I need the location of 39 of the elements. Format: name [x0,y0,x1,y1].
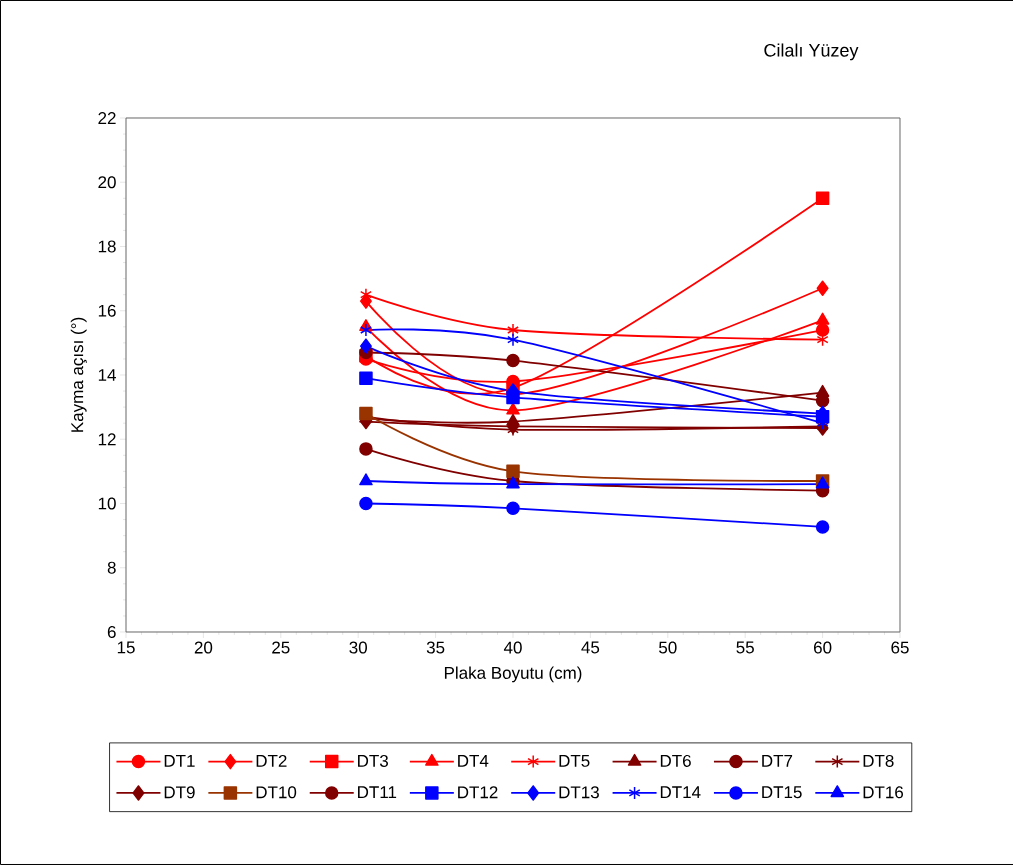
legend-label: DT13 [559,786,599,799]
legend-label: DT9 [164,786,195,799]
legend-label: DT15 [762,786,802,799]
legend-label: DT7 [762,754,793,767]
x-axis-title: Plaka Boyutu (cm) [444,666,582,683]
y-tick-label: 22 [98,112,116,124]
legend-label: DT1 [164,754,195,767]
x-tick-label: 50 [659,641,677,654]
y-tick-label: 14 [98,369,116,381]
x-tick-label: 30 [349,641,367,654]
x-tick-label: 15 [117,641,135,654]
x-tick-label: 40 [503,641,522,654]
legend-label: DT6 [660,754,691,767]
x-tick-label: 45 [581,641,600,654]
y-tick-label: 12 [98,433,116,446]
legend-label: DT10 [256,786,297,799]
y-tick-label: 10 [98,497,116,510]
legend-label: DT12 [458,786,498,799]
y-tick-label: 20 [98,176,116,189]
legend-label: DT3 [358,754,388,767]
y-tick-label: 8 [107,561,116,574]
legend-label: DT5 [559,754,590,767]
legend-label: DT14 [660,786,701,799]
legend-label: DT11 [358,786,397,799]
x-tick-label: 60 [814,641,832,654]
legend-label: DT4 [458,754,489,767]
x-tick-label: 25 [272,641,290,654]
chart-title: Cilalı Yüzey [764,43,859,61]
y-tick-label: 18 [98,240,116,253]
x-tick-label: 35 [426,641,445,654]
y-axis-title: Kayma açısı (°) [70,317,87,432]
y-tick-label: 16 [98,304,116,317]
x-tick-label: 55 [736,641,754,654]
x-tick-label: 65 [891,641,909,654]
legend-label: DT2 [256,754,287,767]
x-tick-label: 20 [194,641,213,654]
legend-label: DT16 [863,786,904,799]
legend-label: DT8 [863,754,894,767]
y-tick-label: 6 [107,625,116,639]
